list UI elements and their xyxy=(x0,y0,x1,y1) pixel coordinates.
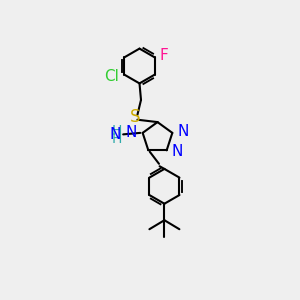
Text: H: H xyxy=(112,124,122,138)
Text: N: N xyxy=(126,125,137,140)
Text: S: S xyxy=(130,108,140,126)
Text: H: H xyxy=(112,132,122,146)
Text: N: N xyxy=(110,128,121,142)
Text: Cl: Cl xyxy=(104,69,119,84)
Text: N: N xyxy=(172,144,183,159)
Text: F: F xyxy=(160,48,169,63)
Text: N: N xyxy=(177,124,188,139)
